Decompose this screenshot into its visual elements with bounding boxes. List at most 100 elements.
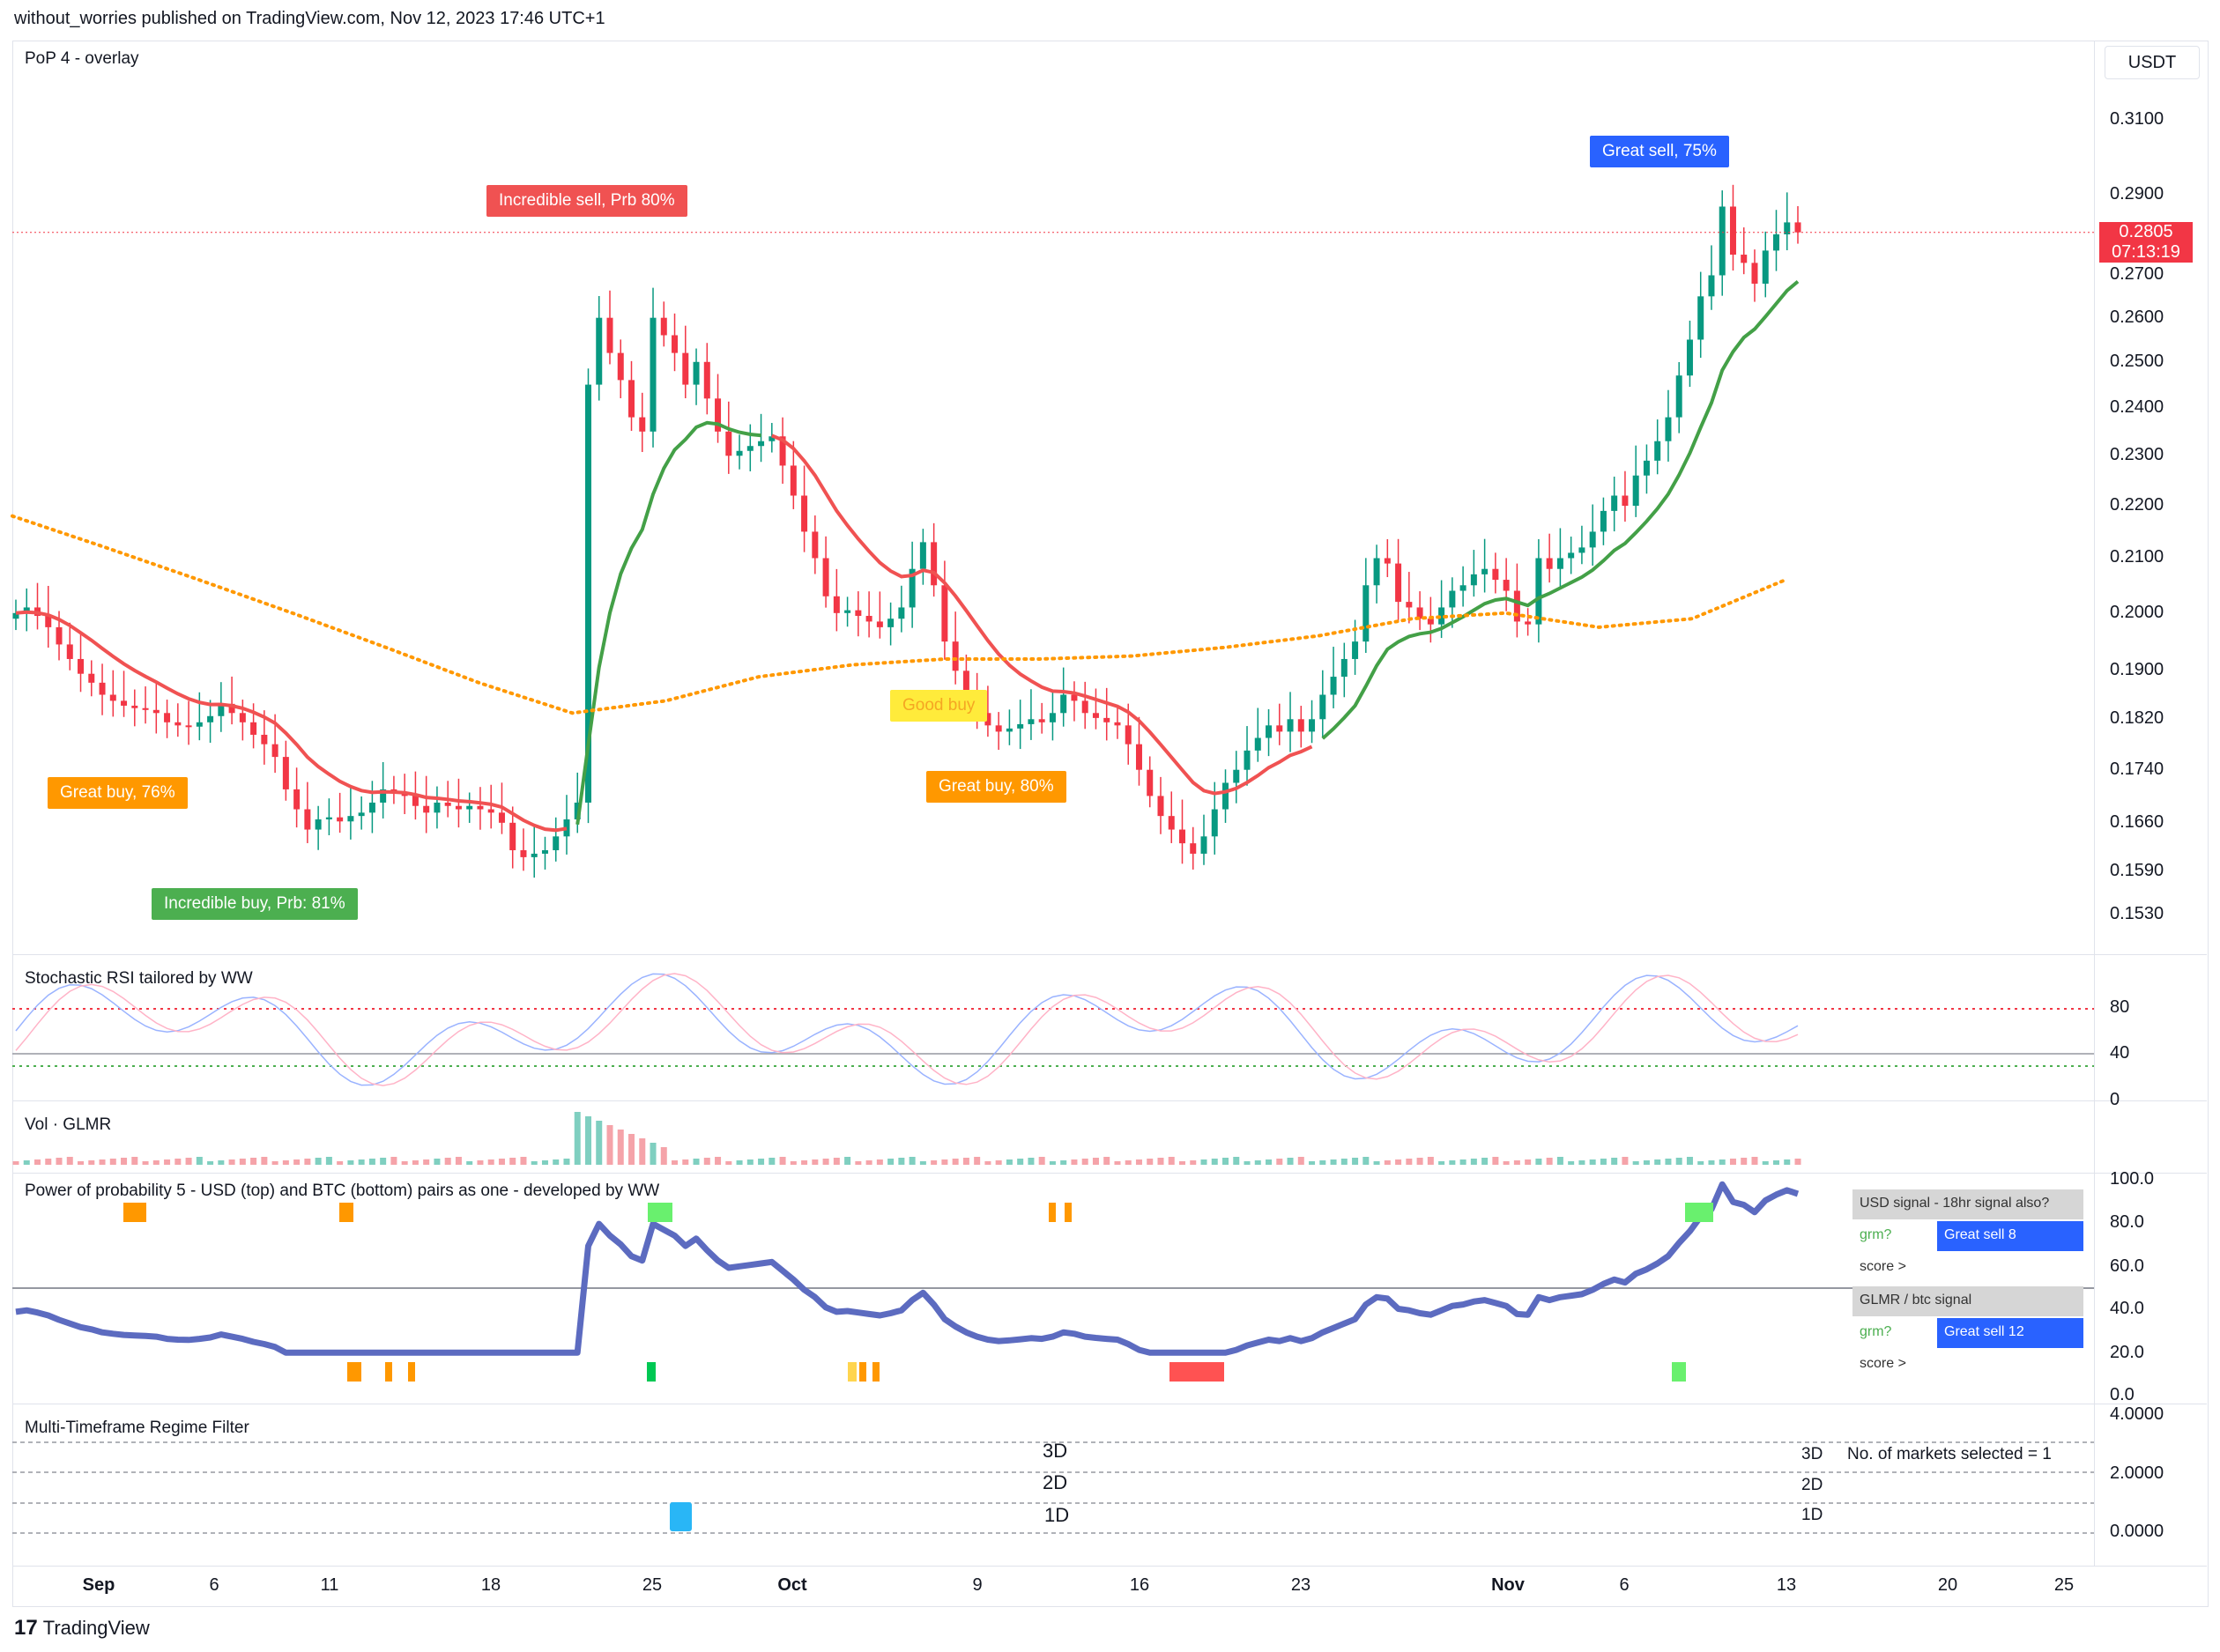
pop-tick-label: 100.0 xyxy=(2110,1169,2155,1189)
volume-bar xyxy=(1276,1159,1283,1165)
stoch-tick-label: 80 xyxy=(2110,997,2130,1017)
candle-body xyxy=(1362,585,1370,642)
volume-bar xyxy=(715,1157,722,1165)
pop-signal-marker xyxy=(408,1362,415,1382)
callout-incredible-buy: Incredible buy, Prb: 81% xyxy=(152,888,358,920)
volume-bar xyxy=(1470,1159,1477,1165)
pop-signal-marker xyxy=(123,1203,146,1222)
volume-bar xyxy=(995,1160,1002,1165)
x-tick-label: 6 xyxy=(1619,1575,1630,1595)
candle-body xyxy=(1297,719,1304,732)
pop-signal-marker xyxy=(1685,1203,1713,1222)
volume-bar xyxy=(293,1159,301,1165)
candle-body xyxy=(250,722,257,735)
volume-bar xyxy=(477,1160,484,1165)
volume-bar xyxy=(78,1161,85,1165)
volume-bar xyxy=(1340,1159,1348,1165)
pop-signal-marker xyxy=(648,1203,672,1222)
tradingview-logo[interactable]: 17 TradingView xyxy=(14,1616,150,1641)
volume-bar xyxy=(617,1130,624,1165)
candle-body xyxy=(1632,475,1639,507)
candle-body xyxy=(822,558,829,596)
candle-body xyxy=(228,703,235,714)
candle-body xyxy=(56,626,63,645)
candle-body xyxy=(412,796,419,806)
volume-bar xyxy=(650,1143,657,1165)
candle-body xyxy=(1092,713,1099,718)
volume-bar xyxy=(531,1161,538,1165)
volume-bar xyxy=(509,1158,516,1165)
currency-selector[interactable]: USDT xyxy=(2105,46,2200,79)
pop-signal-marker xyxy=(872,1362,880,1382)
volume-bar xyxy=(487,1159,494,1165)
volume-bar xyxy=(844,1157,851,1165)
candle-body xyxy=(380,789,387,803)
candle-body xyxy=(855,610,862,617)
candle-body xyxy=(584,384,591,803)
candle-body xyxy=(746,446,754,451)
candle-body xyxy=(304,809,311,830)
x-tick-label: Sep xyxy=(82,1575,115,1595)
volume-bar xyxy=(1438,1161,1445,1165)
volume-bar xyxy=(596,1121,603,1165)
volume-bar xyxy=(887,1159,895,1165)
stoch-d-line xyxy=(15,973,1799,1086)
candle-body xyxy=(1708,275,1715,297)
volume-bar xyxy=(1719,1159,1726,1165)
candle-body xyxy=(1427,619,1434,625)
candle-body xyxy=(1395,563,1402,603)
volume-bar xyxy=(239,1159,246,1165)
candle-body xyxy=(941,585,948,642)
pop-tick-label: 20.0 xyxy=(2110,1343,2144,1362)
volume-bar xyxy=(1751,1157,1758,1165)
candle-body xyxy=(1438,607,1445,625)
volume-bar xyxy=(34,1159,41,1165)
volume-bar xyxy=(1416,1158,1423,1165)
volume-bar xyxy=(412,1160,419,1165)
pop-title: Power of probability 5 - USD (top) and B… xyxy=(25,1182,660,1200)
candle-body xyxy=(337,817,344,822)
candle-body xyxy=(887,619,895,627)
volume-bar xyxy=(1525,1159,1532,1165)
candle-body xyxy=(1319,694,1326,720)
pane-separator xyxy=(12,1173,2207,1174)
candle-body xyxy=(876,621,883,627)
volume-bar xyxy=(23,1160,30,1165)
volume-bar xyxy=(1622,1157,1629,1165)
pop-signal-marker xyxy=(647,1362,656,1382)
regime-tick-label: 2.0000 xyxy=(2110,1463,2164,1483)
volume-bar xyxy=(1319,1160,1326,1165)
volume-bar xyxy=(1665,1159,1672,1165)
candle-body xyxy=(520,849,527,857)
candle-body xyxy=(650,317,657,432)
candle-body xyxy=(1546,558,1553,569)
price-tick-label: 0.2300 xyxy=(2110,445,2164,465)
volume-bar xyxy=(1081,1159,1088,1165)
volume-bar xyxy=(768,1158,776,1165)
tradingview-logo-icon: 17 xyxy=(14,1616,38,1640)
volume-bar xyxy=(1459,1159,1466,1165)
pane-separator xyxy=(12,1100,2207,1101)
candle-body xyxy=(1741,255,1748,263)
candle-body xyxy=(736,450,743,456)
volume-bar xyxy=(1190,1160,1197,1165)
volume-bar xyxy=(1049,1161,1056,1165)
pop-tick-label: 40.0 xyxy=(2110,1299,2144,1318)
volume-bar xyxy=(1611,1158,1618,1165)
candle-body xyxy=(1038,719,1045,722)
usd-score-label: score > xyxy=(1860,1259,1906,1274)
candle-body xyxy=(174,722,182,726)
candle-body xyxy=(1665,417,1672,441)
candle-body xyxy=(962,670,969,695)
volume-bar xyxy=(952,1159,959,1165)
candle-body xyxy=(1611,495,1618,511)
volume-bar xyxy=(174,1159,182,1165)
volume-bar xyxy=(855,1161,862,1165)
candle-body xyxy=(1157,796,1164,817)
callout-incredible-sell: Incredible sell, Prb 80% xyxy=(486,185,687,217)
volume-bar xyxy=(1772,1160,1779,1165)
candle-body xyxy=(1103,717,1110,722)
pop-tick-label: 80.0 xyxy=(2110,1212,2144,1232)
volume-bar xyxy=(682,1159,689,1165)
